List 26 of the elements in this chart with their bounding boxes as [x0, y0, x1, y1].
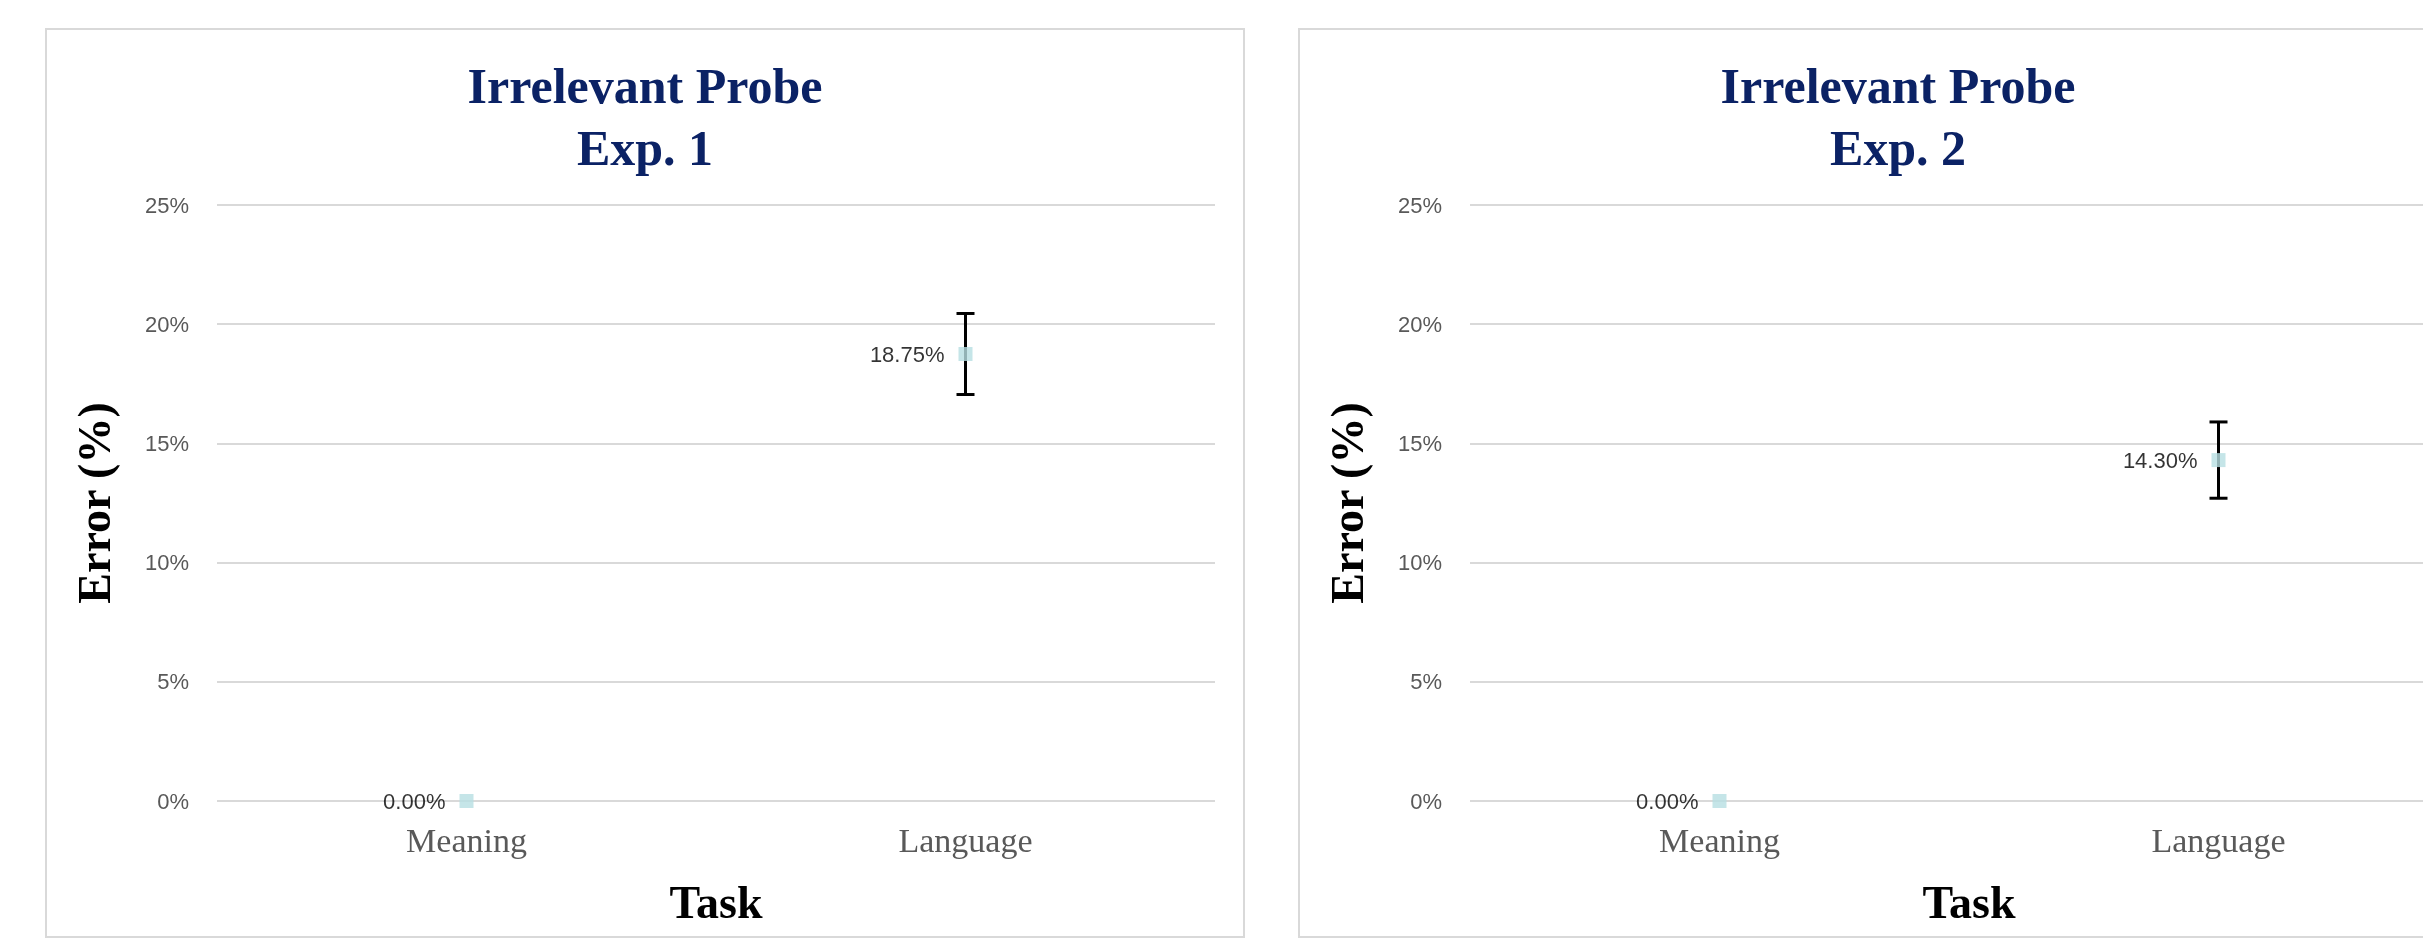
y-tick-label: 0% — [1410, 788, 1442, 814]
y-tick-label: 20% — [144, 311, 189, 337]
x-tick-label: Meaning — [406, 821, 527, 859]
y-tick-label: 0% — [157, 788, 189, 814]
y-tick-label: 20% — [1397, 311, 1442, 337]
x-tick-label: Meaning — [1659, 821, 1780, 859]
y-axis-title: Error (%) — [68, 402, 120, 604]
y-tick-label: 5% — [1410, 669, 1442, 695]
y-axis-title: Error (%) — [1321, 402, 1373, 604]
y-tick-label: 10% — [1397, 550, 1442, 576]
y-tick-label: 25% — [1397, 192, 1442, 218]
y-tick-label: 15% — [144, 430, 189, 456]
data-label: 14.30% — [2122, 447, 2198, 473]
chart-title: Irrelevant Probe Exp. 1 — [467, 58, 823, 176]
data-label: 0.00% — [1636, 788, 1699, 814]
x-tick-label: Language — [898, 821, 1033, 859]
x-tick-label: Language — [2151, 821, 2286, 859]
data-label: 0.00% — [383, 788, 446, 814]
y-tick-label: 5% — [157, 669, 189, 695]
y-tick-label: 15% — [1397, 430, 1442, 456]
chart-title: Irrelevant Probe Exp. 2 — [1720, 58, 2076, 176]
data-label: 18.75% — [869, 341, 945, 367]
y-tick-label: 10% — [144, 550, 189, 576]
y-tick-label: 25% — [144, 192, 189, 218]
x-axis-title: Task — [1922, 876, 2016, 928]
x-axis-title: Task — [669, 876, 763, 928]
